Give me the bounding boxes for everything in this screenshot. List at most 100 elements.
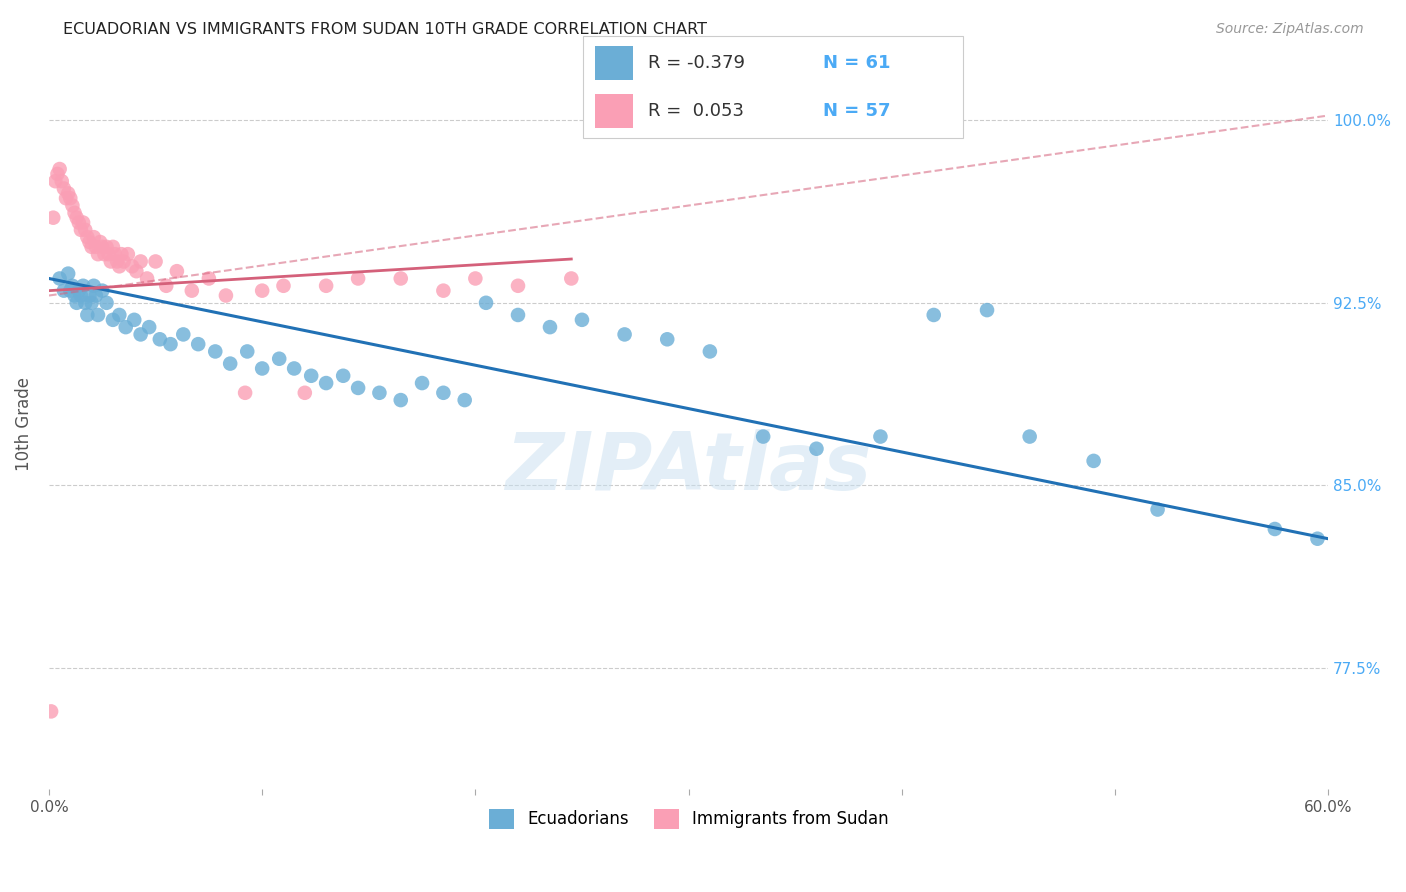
- Point: [80, 295, 103, 310]
- Point: [125, 264, 148, 278]
- Point: [560, 271, 582, 285]
- Point: [72, 215, 94, 229]
- Point: [56, 186, 79, 201]
- Point: [315, 278, 337, 293]
- Point: [51, 174, 73, 188]
- Point: [180, 284, 202, 298]
- Point: [97, 247, 120, 261]
- Point: [55, 191, 77, 205]
- Point: [96, 295, 118, 310]
- Point: [66, 295, 89, 310]
- Point: [145, 254, 167, 268]
- Point: [52, 181, 75, 195]
- Point: [80, 240, 103, 254]
- Point: [198, 271, 221, 285]
- Point: [105, 254, 128, 268]
- Point: [347, 271, 370, 285]
- Point: [315, 376, 337, 390]
- Point: [89, 235, 111, 249]
- Point: [101, 240, 124, 254]
- Point: [1083, 454, 1105, 468]
- Text: Source: ZipAtlas.com: Source: ZipAtlas.com: [1216, 22, 1364, 37]
- Point: [166, 264, 188, 278]
- Point: [172, 327, 194, 342]
- Point: [112, 254, 135, 268]
- Point: [79, 288, 101, 302]
- Point: [1264, 522, 1286, 536]
- Point: [117, 247, 139, 261]
- Point: [108, 308, 131, 322]
- Point: [83, 230, 105, 244]
- Point: [752, 429, 775, 443]
- Point: [76, 308, 98, 322]
- Point: [110, 247, 132, 261]
- Point: [44, 174, 66, 188]
- Point: [75, 295, 97, 310]
- Point: [75, 223, 97, 237]
- Point: [571, 313, 593, 327]
- Point: [70, 223, 93, 237]
- Text: R =  0.053: R = 0.053: [648, 102, 744, 120]
- Point: [122, 313, 145, 327]
- Point: [273, 278, 295, 293]
- Point: [475, 295, 498, 310]
- Point: [100, 254, 122, 268]
- Point: [155, 278, 177, 293]
- Point: [59, 284, 82, 298]
- Point: [149, 332, 172, 346]
- Point: [84, 288, 107, 302]
- Point: [922, 308, 945, 322]
- Text: ECUADORIAN VS IMMIGRANTS FROM SUDAN 10TH GRADE CORRELATION CHART: ECUADORIAN VS IMMIGRANTS FROM SUDAN 10TH…: [63, 22, 707, 37]
- Point: [187, 337, 209, 351]
- Point: [56, 267, 79, 281]
- Point: [91, 240, 114, 254]
- Point: [250, 284, 273, 298]
- Point: [269, 351, 291, 366]
- Point: [87, 247, 110, 261]
- Point: [79, 235, 101, 249]
- Point: [48, 271, 70, 285]
- Point: [46, 167, 69, 181]
- Point: [129, 327, 152, 342]
- Point: [59, 191, 82, 205]
- Point: [76, 230, 98, 244]
- Point: [108, 260, 131, 274]
- Point: [63, 206, 86, 220]
- Point: [215, 288, 238, 302]
- Point: [332, 368, 354, 383]
- Point: [219, 357, 242, 371]
- Point: [93, 247, 115, 261]
- Point: [101, 313, 124, 327]
- Point: [538, 320, 561, 334]
- Point: [67, 284, 90, 298]
- Point: [70, 288, 93, 302]
- Point: [699, 344, 721, 359]
- Point: [233, 385, 256, 400]
- Point: [67, 215, 90, 229]
- Point: [236, 344, 259, 359]
- Point: [506, 308, 529, 322]
- Point: [869, 429, 891, 443]
- Point: [96, 240, 118, 254]
- Point: [411, 376, 433, 390]
- Point: [121, 260, 143, 274]
- Point: [72, 278, 94, 293]
- Point: [63, 288, 86, 302]
- Point: [294, 385, 316, 400]
- Point: [1146, 502, 1168, 516]
- Point: [138, 320, 160, 334]
- Point: [389, 271, 412, 285]
- Point: [1018, 429, 1040, 443]
- Point: [204, 344, 226, 359]
- Point: [91, 284, 114, 298]
- Point: [454, 393, 477, 408]
- Point: [506, 278, 529, 293]
- Point: [657, 332, 679, 346]
- Text: N = 61: N = 61: [823, 54, 890, 72]
- Point: [66, 211, 89, 225]
- Point: [62, 278, 84, 293]
- Point: [129, 254, 152, 268]
- FancyBboxPatch shape: [595, 46, 633, 79]
- Text: R = -0.379: R = -0.379: [648, 54, 745, 72]
- Point: [299, 368, 322, 383]
